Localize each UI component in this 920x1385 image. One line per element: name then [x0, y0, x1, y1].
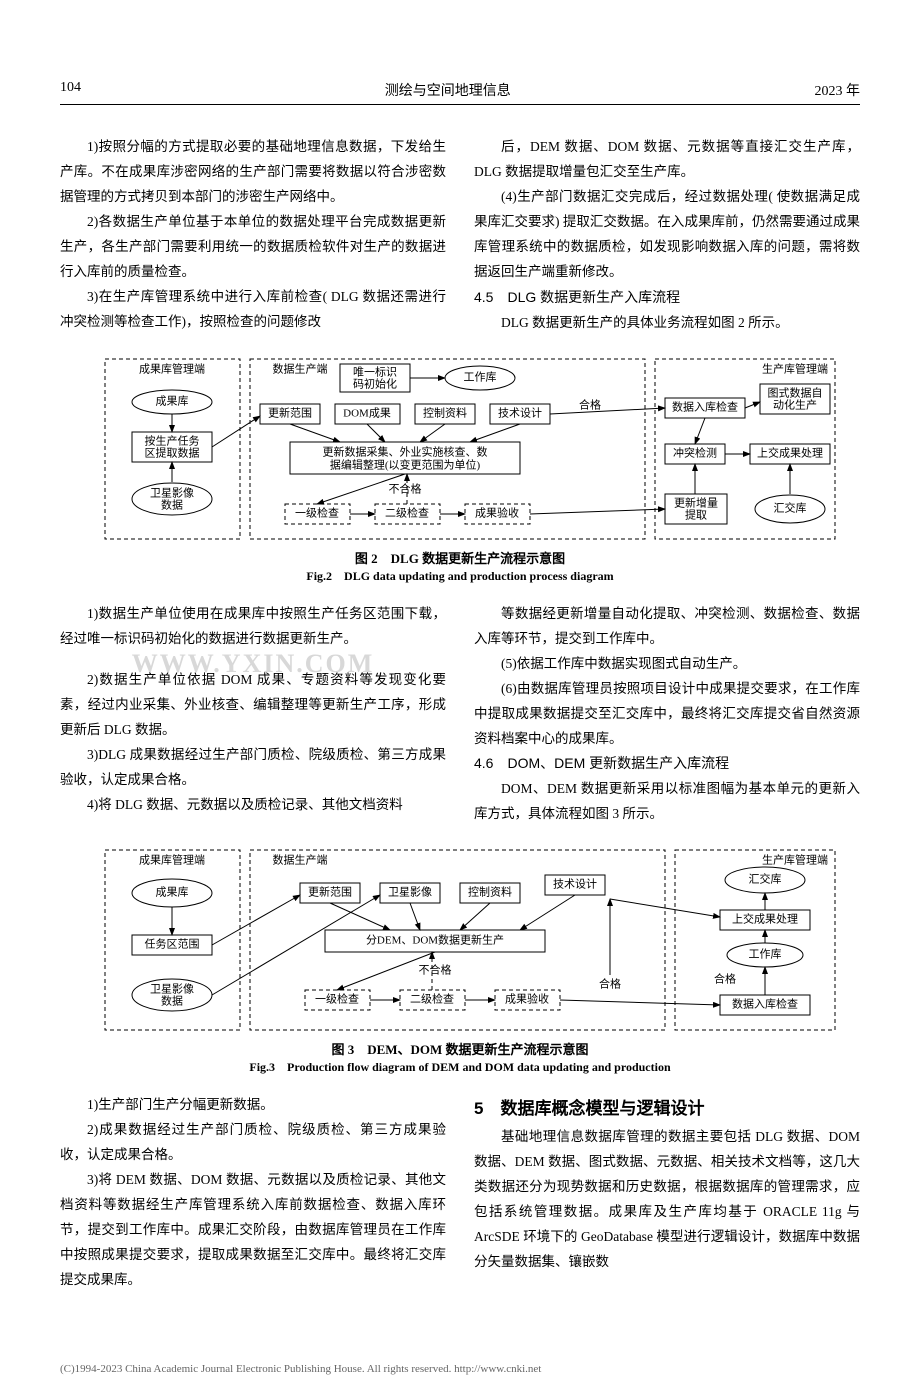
body-text: 等数据经更新增量自动化提取、冲突检测、数据检查、数据入库等环节，提交到工作库中。 — [474, 602, 860, 652]
svg-text:数据: 数据 — [161, 994, 183, 1008]
svg-text:更新范围: 更新范围 — [268, 405, 312, 419]
svg-text:上交成果处理: 上交成果处理 — [757, 445, 823, 459]
body-text: (4)生产部门数据汇交完成后，经过数据处理( 使数据满足成果库汇交要求) 提取汇… — [474, 185, 860, 285]
svg-text:不合格: 不合格 — [419, 963, 452, 977]
svg-text:据编辑整理(以变更范围为单位): 据编辑整理(以变更范围为单位) — [330, 457, 481, 471]
svg-text:工作库: 工作库 — [749, 948, 782, 961]
journal-title: 测绘与空间地理信息 — [385, 80, 511, 100]
subsection-heading: 4.5 DLG 数据更新生产入库流程 — [474, 285, 860, 311]
body-text: 3)DLG 成果数据经过生产部门质检、院级质检、第三方成果验收，认定成果合格。 — [60, 743, 446, 793]
svg-text:成果验收: 成果验收 — [475, 505, 519, 519]
svg-text:二级检查: 二级检查 — [385, 505, 429, 519]
svg-text:分DEM、DOM数据更新生产: 分DEM、DOM数据更新生产 — [366, 933, 504, 947]
svg-text:技术设计: 技术设计 — [498, 406, 542, 419]
body-text: 后，DEM 数据、DOM 数据、元数据等直接汇交生产库，DLG 数据提取增量包汇… — [474, 135, 860, 185]
svg-text:冲突检测: 冲突检测 — [673, 445, 717, 459]
figure-caption-en: Fig.2 DLG data updating and production p… — [100, 567, 820, 584]
subsection-heading: 4.6 DOM、DEM 更新数据生产入库流程 — [474, 751, 860, 777]
watermark: WWW.YXIN.COM — [60, 640, 446, 688]
body-text: 基础地理信息数据库管理的数据主要包括 DLG 数据、DOM 数据、DEM 数据、… — [474, 1125, 860, 1275]
svg-text:卫星影像: 卫星影像 — [388, 886, 432, 899]
upper-columns: 1)按照分幅的方式提取必要的基础地理信息数据，下发给生产库。不在成果库涉密网络的… — [60, 135, 860, 336]
svg-text:任务区范围: 任务区范围 — [145, 937, 200, 951]
body-text: 1)按照分幅的方式提取必要的基础地理信息数据，下发给生产库。不在成果库涉密网络的… — [60, 135, 446, 210]
svg-text:合格: 合格 — [714, 972, 736, 986]
svg-text:成果验收: 成果验收 — [505, 992, 549, 1006]
figure-2: 成果库管理端 数据生产端 生产库管理端 成果库 按生产任务区提取数据 卫星影像数… — [100, 354, 820, 584]
svg-text:控制资料: 控制资料 — [423, 405, 467, 419]
group-label: 成果库管理端 — [139, 361, 205, 375]
svg-text:动化生产: 动化生产 — [773, 397, 817, 411]
body-text: (6)由数据库管理员按照项目设计中成果提交要求，在工作库中提取成果数据提交至汇交… — [474, 677, 860, 752]
body-text: 4)将 DLG 数据、元数据以及质检记录、其他文档资料 — [60, 793, 446, 818]
svg-text:生产库管理端: 生产库管理端 — [762, 853, 828, 867]
svg-text:区提取数据: 区提取数据 — [145, 445, 200, 459]
section-heading: 5 数据库概念模型与逻辑设计 — [474, 1093, 860, 1124]
group-label: 数据生产端 — [273, 361, 328, 375]
figure-caption-en: Fig.3 Production flow diagram of DEM and… — [100, 1058, 820, 1075]
svg-text:二级检查: 二级检查 — [410, 992, 454, 1006]
svg-text:更新数据采集、外业实施核查、数: 更新数据采集、外业实施核查、数 — [323, 444, 488, 458]
page-number: 104 — [60, 80, 81, 100]
svg-text:不合格: 不合格 — [389, 481, 422, 495]
svg-text:一级检查: 一级检查 — [315, 992, 359, 1006]
page-footer: (C)1994-2023 China Academic Journal Elec… — [0, 1333, 920, 1385]
svg-text:提取: 提取 — [685, 508, 707, 521]
svg-text:更新增量: 更新增量 — [674, 495, 718, 509]
svg-text:卫星影像: 卫星影像 — [150, 983, 194, 996]
figure-caption-zh: 图 2 DLG 数据更新生产流程示意图 — [100, 548, 820, 567]
figure-caption-zh: 图 3 DEM、DOM 数据更新生产流程示意图 — [100, 1039, 820, 1058]
svg-text:图式数据自: 图式数据自 — [768, 385, 823, 399]
svg-text:按生产任务: 按生产任务 — [145, 433, 200, 447]
lower-columns: 1)生产部门生产分幅更新数据。 2)成果数据经过生产部门质检、院级质检、第三方成… — [60, 1093, 860, 1293]
body-text: 3)将 DEM 数据、DOM 数据、元数据以及质检记录、其他文档资料等数据经生产… — [60, 1168, 446, 1293]
svg-text:成果库: 成果库 — [156, 886, 189, 899]
svg-text:数据入库检查: 数据入库检查 — [732, 997, 798, 1011]
body-text: DLG 数据更新生产的具体业务流程如图 2 所示。 — [474, 311, 860, 336]
svg-text:控制资料: 控制资料 — [468, 885, 512, 899]
svg-text:数据入库检查: 数据入库检查 — [672, 399, 738, 413]
body-text: 2)成果数据经过生产部门质检、院级质检、第三方成果验收，认定成果合格。 — [60, 1118, 446, 1168]
svg-text:码初始化: 码初始化 — [353, 376, 397, 390]
body-text: 3)在生产库管理系统中进行入库前检查( DLG 数据还需进行冲突检测等检查工作)… — [60, 285, 446, 335]
svg-text:合格: 合格 — [599, 977, 621, 991]
svg-text:数据: 数据 — [161, 497, 183, 511]
svg-text:上交成果处理: 上交成果处理 — [732, 912, 798, 926]
group-label: 生产库管理端 — [762, 361, 828, 375]
body-text: 2)各数据生产单位基于本单位的数据处理平台完成数据更新生产，各生产部门需要利用统… — [60, 210, 446, 285]
svg-text:DOM成果: DOM成果 — [343, 406, 391, 419]
svg-text:一级检查: 一级检查 — [295, 505, 339, 519]
svg-text:工作库: 工作库 — [464, 370, 497, 383]
figure-3: 成果库管理端 数据生产端 生产库管理端 成果库 任务区范围 卫星影像数据 更新范… — [100, 845, 820, 1075]
svg-text:汇交库: 汇交库 — [749, 872, 782, 886]
svg-text:技术设计: 技术设计 — [553, 878, 597, 891]
svg-text:卫星影像: 卫星影像 — [150, 486, 194, 499]
svg-text:更新范围: 更新范围 — [308, 885, 352, 899]
svg-text:合格: 合格 — [579, 397, 601, 411]
svg-text:成果库: 成果库 — [156, 394, 189, 407]
page-header: 104 测绘与空间地理信息 2023 年 — [60, 80, 860, 105]
svg-text:汇交库: 汇交库 — [774, 500, 807, 514]
body-text: (5)依据工作库中数据实现图式自动生产。 — [474, 652, 860, 677]
middle-columns: 1)数据生产单位使用在成果库中按照生产任务区范围下载，经过唯一标识码初始化的数据… — [60, 602, 860, 828]
svg-text:唯一标识: 唯一标识 — [353, 364, 397, 378]
body-text: 1)生产部门生产分幅更新数据。 — [60, 1093, 446, 1118]
svg-text:成果库管理端: 成果库管理端 — [139, 853, 205, 867]
svg-text:数据生产端: 数据生产端 — [273, 853, 328, 867]
year: 2023 年 — [815, 80, 861, 100]
body-text: DOM、DEM 数据更新采用以标准图幅为基本单元的更新入库方式，具体流程如图 3… — [474, 777, 860, 827]
